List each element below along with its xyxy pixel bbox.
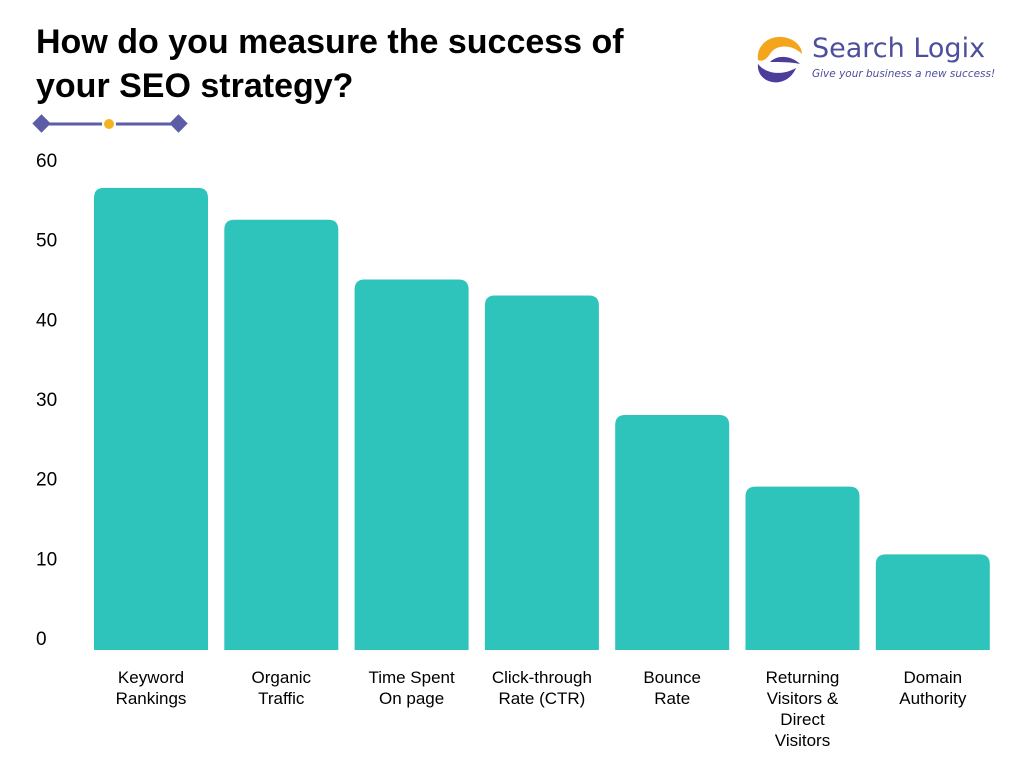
x-category-label: Direct — [780, 710, 825, 729]
x-category-label: Visitors — [775, 731, 830, 750]
y-tick-label: 10 — [36, 549, 57, 570]
chart-title: How do you measure the success of your S… — [36, 20, 696, 108]
x-category-label: Rankings — [116, 689, 187, 708]
title-decoration — [32, 114, 188, 133]
x-category-label: Rate (CTR) — [498, 689, 585, 708]
search-logix-logo: Search Logix Give your business a new su… — [752, 30, 996, 92]
y-tick-label: 60 — [36, 151, 57, 172]
x-category-label: Authority — [899, 689, 967, 708]
x-category-label: Time Spent — [368, 668, 455, 687]
x-category-label: Visitors & — [767, 689, 839, 708]
x-category-label: Returning — [766, 668, 840, 687]
bar — [745, 486, 860, 650]
bar — [875, 554, 990, 650]
bar — [615, 414, 730, 650]
y-tick-label: 30 — [36, 390, 57, 411]
logo-tagline: Give your business a new success! — [812, 68, 996, 80]
decoration-dot — [102, 117, 116, 131]
chart-title-line-2: your SEO strategy? — [36, 67, 354, 106]
bar — [354, 279, 469, 650]
y-tick-label: 20 — [36, 470, 57, 491]
logo-name: Search Logix — [812, 33, 986, 64]
x-category-label: Traffic — [258, 689, 305, 708]
x-category-label: On page — [379, 689, 444, 708]
x-category-label: Keyword — [118, 668, 184, 687]
logo-swirl-icon — [757, 36, 802, 83]
y-tick-label: 50 — [36, 231, 57, 252]
decoration-diamond-right — [169, 114, 188, 133]
bar — [224, 219, 339, 651]
x-category-label: Rate — [654, 689, 690, 708]
x-category-label: Organic — [252, 668, 312, 687]
y-tick-label: 40 — [36, 310, 57, 331]
x-category-label: Domain — [904, 668, 963, 687]
decoration-diamond-left — [32, 114, 51, 133]
chart-title-line-1: How do you measure the success of — [36, 23, 624, 61]
bar — [94, 187, 208, 650]
bar — [484, 295, 599, 650]
x-category-label: Bounce — [643, 668, 701, 687]
x-category-label: Click-through — [492, 668, 592, 687]
y-tick-label: 0 — [36, 629, 47, 650]
